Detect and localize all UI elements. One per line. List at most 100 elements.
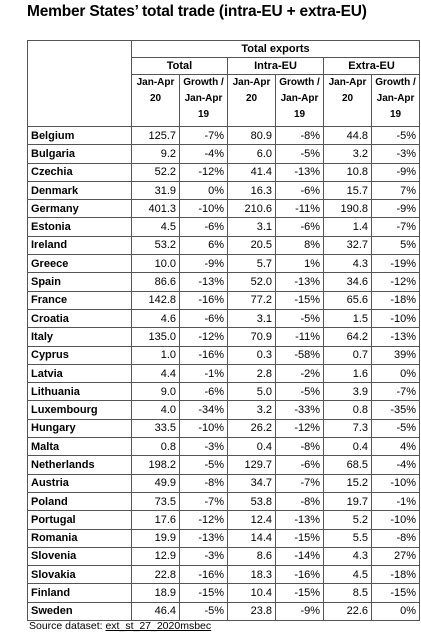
cell-total-growth: -5% [179, 455, 228, 475]
cell-intra: 23.8 [227, 601, 276, 622]
cell-extra: 64.2 [323, 327, 372, 347]
cell-extra: 22.6 [323, 601, 372, 622]
cell-total-growth: -7% [179, 125, 228, 146]
cell-intra-growth: -58% [275, 345, 324, 365]
cell-intra: 14.4 [227, 528, 276, 548]
cell-intra-growth: 1% [275, 254, 324, 274]
cell-extra: 4.5 [323, 565, 372, 585]
cell-total: 49.9 [131, 473, 180, 493]
cell-extra: 3.2 [323, 144, 372, 164]
table-row: Germany 401.3 -10% 210.6 -11% 190.8 -9% [27, 199, 421, 219]
table-row: Italy 135.0 -12% 70.9 -11% 64.2 -13% [27, 327, 421, 347]
cell-extra: 44.8 [323, 125, 372, 146]
cell-intra-growth: -7% [275, 473, 324, 493]
cell-extra-growth: 7% [370, 180, 421, 201]
cell-intra-growth: -15% [275, 528, 324, 548]
cell-extra-growth: 4% [370, 437, 421, 457]
table-row: Cyprus 1.0 -16% 0.3 -58% 0.7 39% [27, 345, 421, 365]
header-section-extra-eu: Extra-EU [322, 57, 421, 75]
country-name: Germany [27, 199, 132, 219]
cell-total: 19.9 [131, 528, 180, 548]
cell-extra: 68.5 [323, 455, 372, 475]
cell-extra-growth: -13% [370, 327, 421, 347]
cell-intra-growth: -12% [275, 418, 324, 439]
cell-extra: 8.5 [323, 583, 372, 603]
country-name: Estonia [27, 217, 132, 237]
cell-total-growth: -6% [179, 217, 228, 237]
cell-intra: 16.3 [227, 180, 276, 201]
cell-intra-growth: -6% [275, 217, 324, 237]
cell-total: 9.2 [131, 144, 180, 164]
cell-intra-growth: -5% [275, 382, 324, 402]
cell-intra: 34.7 [227, 473, 276, 493]
cell-intra-growth: -15% [275, 583, 324, 603]
country-name: Finland [27, 583, 132, 603]
cell-extra: 7.3 [323, 418, 372, 439]
cell-intra: 26.2 [227, 418, 276, 439]
cell-total-growth: -10% [179, 418, 228, 439]
cell-extra-growth: -9% [370, 162, 421, 182]
cell-intra-growth: -8% [275, 491, 324, 512]
cell-extra: 5.2 [323, 510, 372, 530]
cell-extra: 3.9 [323, 382, 372, 402]
cell-extra: 65.6 [323, 290, 372, 310]
cell-total: 22.8 [131, 565, 180, 585]
cell-intra: 129.7 [227, 455, 276, 475]
table-row: Poland 73.5 -7% 53.8 -8% 19.7 -1% [27, 491, 421, 512]
cell-intra: 3.1 [227, 308, 276, 329]
cell-total: 401.3 [131, 199, 180, 219]
cell-total: 17.6 [131, 510, 180, 530]
cell-extra-growth: -8% [370, 528, 421, 548]
cell-total-growth: -7% [179, 491, 228, 512]
header-period: Jan-Apr 20 [323, 74, 372, 127]
cell-extra-growth: -35% [370, 400, 421, 420]
page-title: Member States’ total trade (intra-EU + e… [27, 3, 367, 20]
table-row: Ireland 53.2 6% 20.5 8% 32.7 5% [27, 235, 421, 256]
cell-extra-growth: -9% [370, 199, 421, 219]
cell-total: 12.9 [131, 546, 180, 567]
table-row: Slovenia 12.9 -3% 8.6 -14% 4.3 27% [27, 546, 421, 567]
header-growth: Growth / Jan-Apr 19 [179, 74, 228, 127]
country-name: Luxembourg [27, 400, 132, 420]
country-name: Netherlands [27, 455, 132, 475]
cell-total: 31.9 [131, 180, 180, 201]
cell-intra: 53.8 [227, 491, 276, 512]
table-row: Spain 86.6 -13% 52.0 -13% 34.6 -12% [27, 272, 421, 292]
cell-extra-growth: -18% [370, 290, 421, 310]
source-note: Source dataset: ext_st_27_2020msbec [29, 620, 211, 632]
cell-extra-growth: -10% [370, 473, 421, 493]
table-row: France 142.8 -16% 77.2 -15% 65.6 -18% [27, 290, 421, 310]
cell-extra: 1.4 [323, 217, 372, 237]
cell-extra: 15.2 [323, 473, 372, 493]
country-name: Hungary [27, 418, 132, 439]
table-row: Luxembourg 4.0 -34% 3.2 -33% 0.8 -35% [27, 400, 421, 420]
table-row: Denmark 31.9 0% 16.3 -6% 15.7 7% [27, 180, 421, 201]
cell-total: 4.0 [131, 400, 180, 420]
cell-total-growth: -1% [179, 363, 228, 384]
cell-total-growth: -3% [179, 546, 228, 567]
source-label: Source dataset: [29, 620, 103, 632]
cell-extra: 0.8 [323, 400, 372, 420]
country-name: Austria [27, 473, 132, 493]
country-name: Slovakia [27, 565, 132, 585]
cell-extra: 10.8 [323, 162, 372, 182]
cell-extra: 190.8 [323, 199, 372, 219]
cell-intra-growth: -6% [275, 455, 324, 475]
cell-extra: 1.6 [323, 363, 372, 384]
cell-total-growth: -15% [179, 583, 228, 603]
country-name: Italy [27, 327, 132, 347]
cell-extra-growth: -5% [370, 418, 421, 439]
cell-total: 18.9 [131, 583, 180, 603]
cell-extra-growth: -18% [370, 565, 421, 585]
cell-intra-growth: -13% [275, 162, 324, 182]
cell-extra-growth: -10% [370, 510, 421, 530]
trade-table: Total exports Total Intra-EU Extra-EU Ja… [27, 40, 421, 622]
source-dataset-link[interactable]: ext_st_27_2020msbec [105, 620, 212, 632]
cell-extra-growth: -7% [370, 217, 421, 237]
cell-total: 46.4 [131, 601, 180, 622]
country-name: Poland [27, 491, 132, 512]
cell-intra-growth: -13% [275, 272, 324, 292]
cell-intra-growth: -11% [275, 327, 324, 347]
cell-total-growth: -16% [179, 345, 228, 365]
cell-intra: 52.0 [227, 272, 276, 292]
